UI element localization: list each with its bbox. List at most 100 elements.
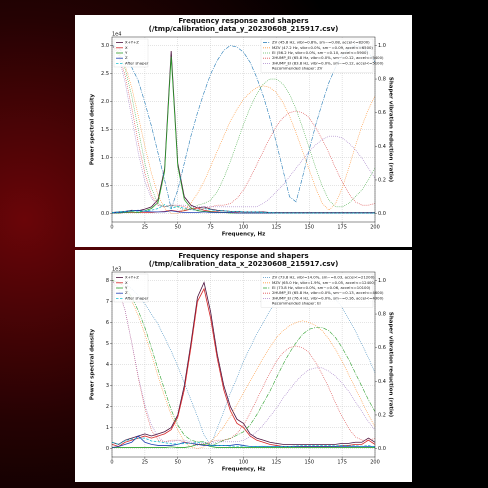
- y2-tick-label: 0.4: [378, 379, 386, 385]
- legend-box: [260, 38, 374, 73]
- legend-label: 3HUMP_EI (76.4 Hz, vibr=0.0%, sm~=0.16, …: [272, 295, 384, 300]
- legend-label: After shaper: [125, 60, 149, 65]
- x-axis-label: Frequency, Hz: [222, 232, 266, 238]
- y2-tick-label: 0.4: [378, 144, 386, 150]
- x-tick-label: 75: [207, 225, 213, 231]
- y-tick-label: 5: [106, 341, 109, 347]
- legend-label: MZV (65.0 Hz, vibr=1.9%, sm~=0.05, accel…: [272, 280, 376, 285]
- shaper-line: [111, 280, 376, 446]
- x-tick-label: 50: [175, 460, 181, 466]
- x-axis-label: Frequency, Hz: [222, 467, 266, 473]
- y2-axis-label: Shaper vibration reduction (ratio): [388, 77, 394, 183]
- plot-frame: [111, 271, 376, 458]
- legend-note: Recommended shaper: ZV: [272, 66, 323, 71]
- x-tick-label: 125: [272, 225, 282, 231]
- legend-label: EI (56.2 Hz, vibr=0.0%, sm~=0.10, accel<…: [272, 50, 368, 55]
- y-tick-label: 0.0: [101, 211, 109, 217]
- y2-tick-label: 0.8: [378, 77, 386, 83]
- legend-label: Z: [125, 55, 128, 60]
- y-tick-label: 3.0: [101, 43, 109, 49]
- legend-label: 2HUMP_EI (65.8 Hz, vibr=0.0%, sm~=0.12, …: [272, 55, 384, 60]
- chart-subtitle: (/tmp/calibration_data_x_20230608_215917…: [149, 260, 339, 268]
- y-offset-label: 1e4: [112, 32, 121, 38]
- y2-tick-label: 0.6: [378, 345, 386, 351]
- psd-line: [111, 204, 375, 214]
- x-tick-label: 0: [110, 460, 113, 466]
- legend-label: Y: [125, 50, 128, 55]
- x-tick-label: 50: [175, 225, 181, 231]
- x-tick-label: 175: [337, 225, 347, 231]
- y2-tick-label: 1.0: [378, 278, 386, 284]
- shaper-line: [111, 280, 376, 446]
- legend-label: 3HUMP_EI (83.8 Hz, vibr=0.0%, sm~=0.12, …: [272, 60, 384, 65]
- legend-label: 2HUMP_EI (65.8 Hz, vibr=0.0%, sm~=0.13, …: [272, 290, 384, 295]
- y-tick-label: 4: [106, 362, 109, 368]
- y2-tick-label: 0.0: [378, 211, 386, 217]
- y-tick-label: 2.5: [101, 71, 109, 77]
- y2-tick-label: 0.2: [378, 412, 386, 418]
- y-tick-label: 1.5: [101, 127, 109, 133]
- legend-label: Z: [125, 290, 128, 295]
- psd-line: [112, 443, 375, 448]
- psd-line: [111, 281, 376, 445]
- legend-label: Y: [125, 285, 128, 290]
- x-tick-label: 175: [337, 460, 347, 466]
- x-tick-label: 150: [304, 460, 314, 466]
- y-tick-label: 7: [106, 299, 109, 305]
- shaper-line: [111, 45, 376, 210]
- y-tick-label: 3: [106, 383, 109, 389]
- legend-label: MZV (47.2 Hz, vibr=0.0%, sm~=0.09, accel…: [272, 45, 373, 50]
- legend-label: ZV (45.8 Hz, vibr=0.8%, sm~=0.08, accel<…: [272, 40, 370, 45]
- y-tick-label: 6: [106, 320, 109, 326]
- x-tick-label: 25: [142, 460, 148, 466]
- shaper-line: [111, 280, 376, 449]
- plot-frame: [111, 36, 376, 223]
- psd-line: [111, 209, 375, 214]
- shaper-line: [111, 45, 376, 208]
- y-tick-label: 0.5: [101, 183, 109, 189]
- y2-tick-label: 0.6: [378, 110, 386, 116]
- y-axis-label: Power spectral density: [90, 328, 96, 400]
- x-tick-label: 150: [304, 225, 314, 231]
- x-tick-label: 100: [239, 460, 249, 466]
- y2-tick-label: 0.0: [378, 446, 386, 452]
- y-tick-label: 2.0: [101, 99, 109, 105]
- y2-tick-label: 1.0: [378, 43, 386, 49]
- legend-label: X+Y+Z: [125, 40, 139, 45]
- legend-label: X+Y+Z: [125, 275, 139, 280]
- y-tick-label: 8: [106, 278, 109, 284]
- x-tick-label: 200: [370, 460, 380, 466]
- y-tick-label: 1.0: [101, 155, 109, 161]
- legend-label: After shaper: [125, 295, 149, 300]
- legend-label: ZV (73.8 Hz, vibr=14.0%, sm~=0.03, accel…: [272, 275, 375, 280]
- x-tick-label: 0: [110, 225, 113, 231]
- y-offset-label: 1e3: [112, 267, 121, 273]
- x-tick-label: 100: [239, 225, 249, 231]
- chart-title: Frequency response and shapers: [178, 17, 308, 25]
- y-tick-label: 1: [106, 425, 109, 431]
- legend-label: X: [125, 45, 128, 50]
- shaper-line: [111, 45, 376, 214]
- shaper-line: [111, 45, 376, 211]
- y2-axis-label: Shaper vibration reduction (ratio): [388, 312, 394, 418]
- x-tick-label: 25: [142, 225, 148, 231]
- y-axis-label: Power spectral density: [90, 93, 96, 165]
- psd-line: [111, 435, 375, 448]
- chart-title: Frequency response and shapers: [178, 252, 308, 260]
- legend-box: [260, 273, 374, 308]
- legend-label: EI (73.8 Hz, vibr=0.0%, sm~=0.06, accel<…: [272, 285, 371, 290]
- legend-note: Recommended shaper: EI: [272, 301, 321, 306]
- y-tick-label: 2: [106, 404, 109, 410]
- y2-tick-label: 0.2: [378, 177, 386, 183]
- psd-line: [111, 437, 376, 448]
- chart-subtitle: (/tmp/calibration_data_y_20230608_215917…: [149, 25, 339, 33]
- y-tick-label: 0: [106, 446, 109, 452]
- x-tick-label: 125: [272, 460, 282, 466]
- x-tick-label: 200: [370, 225, 380, 231]
- y2-tick-label: 0.8: [378, 312, 386, 318]
- legend-label: X: [125, 280, 128, 285]
- shaper-line: [111, 280, 376, 444]
- x-tick-label: 75: [207, 460, 213, 466]
